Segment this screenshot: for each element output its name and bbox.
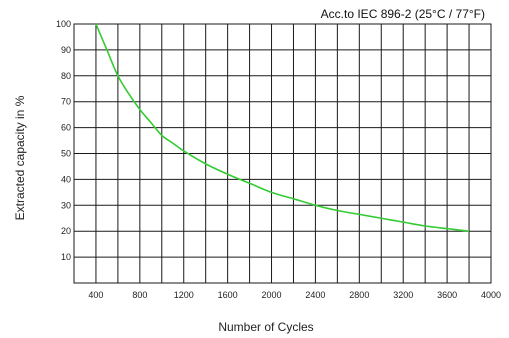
x-tick-label: 1600 xyxy=(218,290,238,300)
x-tick-label: 2000 xyxy=(262,290,282,300)
series-layer xyxy=(95,23,470,232)
x-tick-label: 3600 xyxy=(437,290,457,300)
x-tick-label: 2400 xyxy=(305,290,325,300)
x-axis-title: Number of Cycles xyxy=(218,320,313,334)
y-tick-label: 20 xyxy=(61,226,71,236)
plot-area-frame xyxy=(73,23,492,284)
y-tick-label: 80 xyxy=(61,71,71,81)
x-tick-label: 1200 xyxy=(174,290,194,300)
y-tick-label: 90 xyxy=(61,45,71,55)
y-tick-label: 40 xyxy=(61,174,71,184)
y-axis-ticks: 10 20 30 40 50 60 70 80 90 100 xyxy=(56,19,71,262)
x-tick-label: 4000 xyxy=(481,290,501,300)
y-axis-title: Extracted capacity in % xyxy=(13,95,27,220)
chart-title: Acc.to IEC 896-2 (25°C / 77°F) xyxy=(321,7,485,21)
x-tick-label: 2800 xyxy=(349,290,369,300)
y-tick-label: 100 xyxy=(56,19,71,29)
x-axis-ticks: 400 800 1200 1600 2000 2400 2800 3200 3600 4000 xyxy=(88,290,501,300)
x-tick-label: 3200 xyxy=(393,290,413,300)
y-tick-label: 50 xyxy=(61,149,71,159)
y-tick-label: 70 xyxy=(61,97,71,107)
x-tick-label: 800 xyxy=(132,290,147,300)
y-tick-label: 60 xyxy=(61,123,71,133)
x-tick-label: 400 xyxy=(88,290,103,300)
grid xyxy=(73,23,492,283)
capacity-curve xyxy=(95,23,470,232)
y-tick-label: 10 xyxy=(61,252,71,262)
y-tick-label: 30 xyxy=(61,200,71,210)
